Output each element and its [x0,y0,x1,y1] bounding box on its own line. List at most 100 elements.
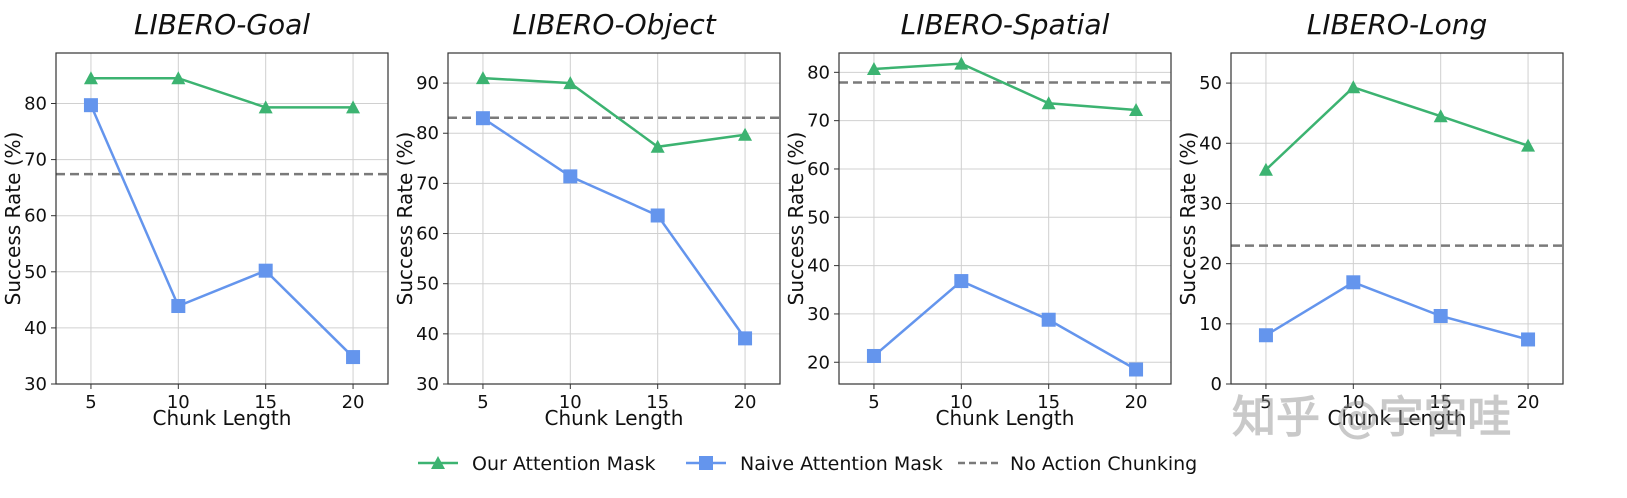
chart-panel-1: 5 10 15 20 30 40 50 60 70 80 LIBERO-Goal Chunk Leng… [1,8,389,430]
x-tick-label: 15 [1429,392,1452,413]
series-line-naive [1265,280,1529,341]
y-tick-label: 80 [807,62,830,83]
chart-panel-3: 5 10 15 20 20 30 40 50 60 70 80 LIBERO-Spatial Chunk… [784,8,1172,430]
legend-label-naive: Naive Attention Mask [740,453,943,475]
y-tick-label: 0 [1211,374,1222,395]
y-axis-label: Success Rate (%) [784,132,808,306]
legend-item-ours: Our Attention Mask [418,453,656,475]
data-point-ours [171,71,186,85]
data-point-ours [475,71,490,85]
y-tick-label: 30 [807,304,830,325]
x-tick-label: 10 [167,392,190,413]
data-point-naive [1433,308,1448,323]
series-line-ours [90,76,354,109]
y-tick-label: 60 [24,206,47,227]
series-line-naive [89,104,354,358]
data-point-ours [1346,80,1361,94]
data-point-naive [83,98,98,113]
data-point-ours [1258,162,1273,176]
data-point-ours [1433,109,1448,123]
x-tick-label: 10 [950,392,973,413]
y-tick-label: 90 [416,73,439,94]
plot-frame [1230,52,1564,385]
y-tick-label: 70 [416,173,439,194]
data-point-naive [1258,328,1273,343]
y-tick-label: 40 [807,256,830,277]
data-point-ours [346,100,361,114]
x-tick-label: 20 [342,392,365,413]
x-tick-label: 15 [646,392,669,413]
y-tick-label: 50 [1199,73,1222,94]
y-tick-label: 80 [24,93,47,114]
x-tick-label: 5 [85,392,96,413]
data-point-naive [866,348,881,363]
x-tick-label: 5 [868,392,879,413]
data-point-naive [1346,275,1361,290]
data-point-naive [346,350,361,365]
x-tick-label: 20 [1517,392,1540,413]
series-line-ours [1265,85,1529,171]
y-tick-label: 30 [24,374,47,395]
legend-label-ours: Our Attention Mask [472,453,656,475]
data-point-naive [738,331,753,346]
plot-frame [447,52,781,385]
data-point-ours [954,56,969,70]
x-tick-label: 5 [477,392,488,413]
chart-title: LIBERO-Long [1307,8,1488,41]
chart-panel-4: 5 10 15 20 0 10 20 30 40 50 LIBERO-Long Chunk Lengt… [1176,8,1564,430]
data-point-naive [171,299,186,314]
y-tick-label: 50 [24,262,47,283]
y-axis-label: Success Rate (%) [393,132,417,306]
data-point-naive [954,274,969,289]
y-tick-label: 60 [807,159,830,180]
x-tick-label: 15 [254,392,277,413]
chart-title: LIBERO-Goal [134,8,310,41]
x-axis-label: Chunk Length [1328,406,1467,430]
data-point-ours [866,61,881,75]
x-axis-label: Chunk Length [153,406,292,430]
y-tick-label: 30 [1199,193,1222,214]
data-point-ours [258,100,273,114]
data-point-naive [258,263,273,278]
x-tick-label: 5 [1260,392,1271,413]
data-point-ours [83,71,98,85]
x-tick-label: 20 [1125,392,1148,413]
legend-item-naive: Naive Attention Mask [686,453,943,475]
y-tick-label: 40 [24,318,47,339]
data-point-naive [1129,362,1144,377]
y-tick-label: 40 [1199,133,1222,154]
data-point-ours [738,127,753,141]
series-line-ours [482,76,746,149]
watermark: 知乎 @宇宙哇 [1232,392,1511,443]
y-tick-label: 50 [416,274,439,295]
data-point-naive [650,208,665,223]
chart-panel-2: 5 10 15 20 30 40 50 60 70 80 90 LIBERO-Object Chunk … [393,8,781,430]
legend-label-baseline: No Action Chunking [1010,453,1197,475]
legend-item-baseline: No Action Chunking [958,453,1197,475]
data-point-ours [1041,96,1056,110]
y-tick-label: 40 [416,324,439,345]
plot-frame [838,52,1172,385]
data-point-ours [563,76,578,90]
series-line-naive [482,117,747,340]
x-axis-label: Chunk Length [936,406,1075,430]
chart-title: LIBERO-Object [512,8,717,41]
y-tick-label: 30 [416,374,439,395]
legend-square-marker [699,456,713,470]
data-point-naive [1521,332,1536,347]
y-tick-label: 70 [24,150,47,171]
x-axis-label: Chunk Length [545,406,684,430]
y-axis-label: Success Rate (%) [1176,132,1200,306]
x-tick-label: 10 [559,392,582,413]
x-tick-label: 20 [734,392,757,413]
plot-frame [55,52,389,385]
data-point-ours [1521,138,1536,152]
data-point-naive [563,169,578,184]
series-line-naive [873,279,1137,371]
data-point-naive [1041,312,1056,327]
legend-triangle-marker [431,456,445,469]
y-tick-label: 10 [1199,314,1222,335]
x-tick-label: 15 [1037,392,1060,413]
legend: Our Attention Mask Naive Attention Mask … [418,453,1197,475]
